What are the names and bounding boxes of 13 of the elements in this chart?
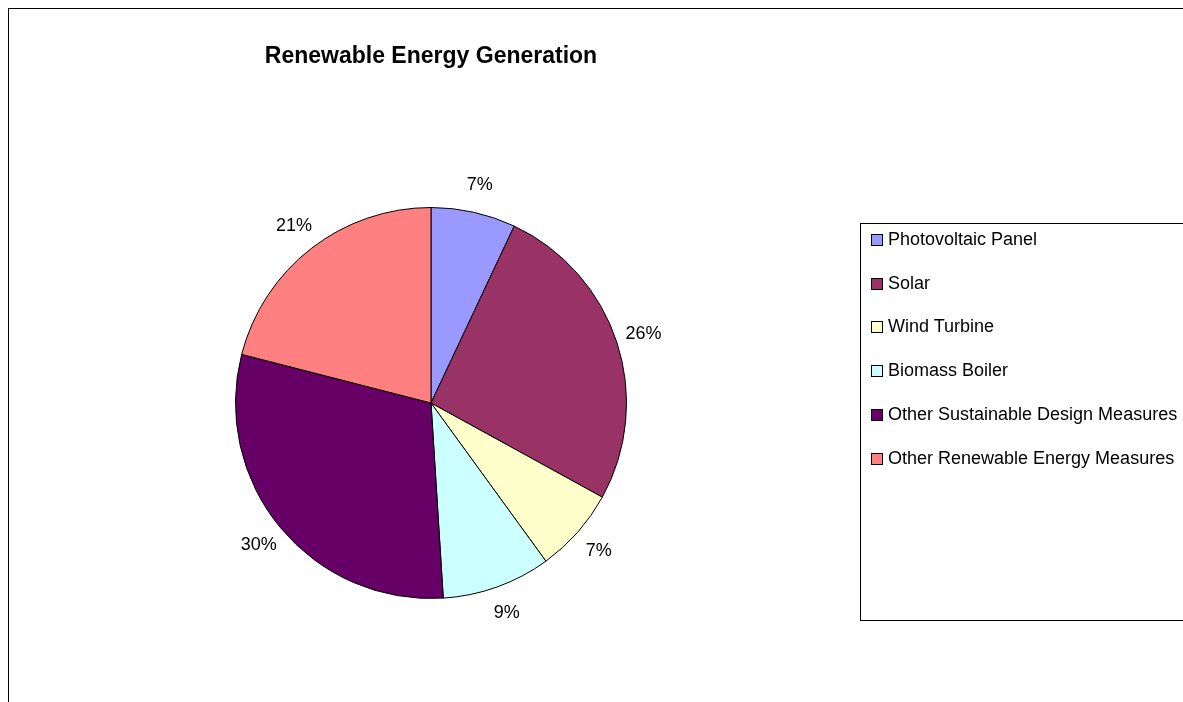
- legend-label: Solar: [888, 272, 931, 294]
- data-label: 26%: [625, 322, 662, 343]
- legend-label: Other Renewable Energy Measures: [888, 448, 1175, 469]
- legend-label: Other Sustainable Design Measures: [888, 404, 1178, 425]
- legend-label: Biomass Boiler: [888, 359, 1009, 381]
- data-label: 9%: [493, 602, 520, 623]
- data-label: 7%: [466, 173, 493, 194]
- data-label: 30%: [240, 534, 277, 555]
- legend-label: Wind Turbine: [888, 316, 995, 337]
- data-label: 21%: [276, 215, 313, 236]
- data-label: 7%: [585, 539, 612, 560]
- legend-label: Photovoltaic Panel: [888, 229, 1038, 250]
- chart-title: Renewable Energy Generation: [263, 42, 599, 69]
